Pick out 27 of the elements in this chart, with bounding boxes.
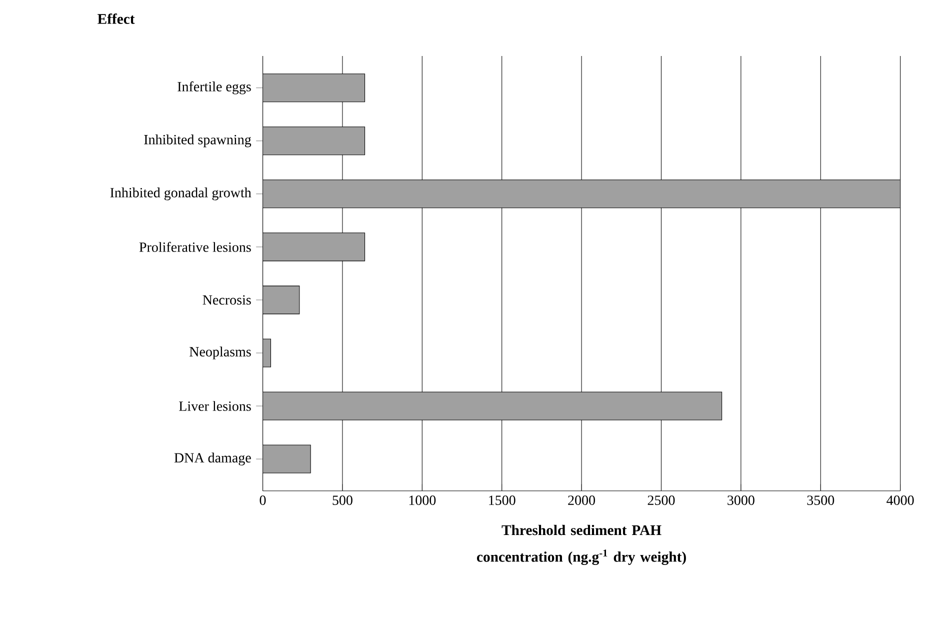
bar xyxy=(262,180,900,208)
x-tick-label: 3000 xyxy=(728,496,754,506)
x-tick-label: 1500 xyxy=(489,496,516,506)
bar xyxy=(262,444,311,474)
x-tick-label: 1000 xyxy=(409,496,436,506)
x-tick-label: 2000 xyxy=(568,496,596,506)
y-tick-label: Inhibited spawning xyxy=(144,134,252,148)
x-tick-label: 2500 xyxy=(648,496,675,506)
y-tick-label: Necrosis xyxy=(202,295,251,305)
x-tick-label: 3500 xyxy=(807,496,834,506)
bar xyxy=(262,392,722,420)
y-tick-label: Infertile eggs xyxy=(178,82,251,94)
y-axis-title: Effect xyxy=(98,14,135,24)
x-axis-title: Threshold sediment PAH concentration (ng.g$^{-1}$ dry weight) xyxy=(476,525,686,566)
y-tick-label: Liver lesions xyxy=(179,401,251,412)
x-tick-label: 0 xyxy=(260,496,266,506)
y-tick-label: DNA damage xyxy=(174,452,251,466)
x-tick-label: 500 xyxy=(332,496,352,506)
bar xyxy=(262,286,300,314)
bar xyxy=(262,339,271,368)
y-tick-label: Inhibited gonadal growth xyxy=(110,188,252,200)
bar xyxy=(262,74,366,102)
y-tick-label: Proliferative lesions xyxy=(139,242,251,252)
x-tick-label: 4000 xyxy=(886,496,914,506)
y-tick-label: Neoplasms xyxy=(190,346,251,360)
bar xyxy=(262,126,366,156)
bar xyxy=(262,232,366,262)
